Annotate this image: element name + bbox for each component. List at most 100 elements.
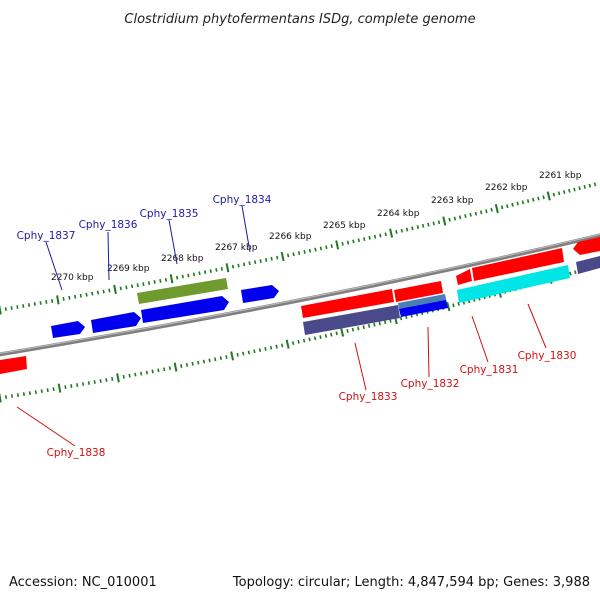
- inner-scale-minor-tick: [140, 371, 143, 376]
- outer-scale-minor-tick: [346, 240, 350, 245]
- outer-scale-minor-tick: [411, 226, 414, 231]
- gene-cphy-1830-arrow[interactable]: [457, 265, 570, 303]
- leader-cphy-1836: [107, 231, 110, 281]
- gene-cphy-1835-arrow[interactable]: [141, 296, 229, 323]
- outer-scale-minor-tick: [325, 245, 328, 250]
- inner-scale-major-tick: [446, 302, 451, 312]
- outer-scale-minor-tick: [557, 191, 561, 196]
- outer-scale-major-tick: [494, 203, 499, 214]
- gene-cphy-1829-arrow[interactable]: [576, 256, 600, 274]
- inner-scale-minor-tick: [253, 349, 256, 354]
- outer-scale-minor-tick: [432, 221, 435, 226]
- outer-scale-major-tick: [389, 228, 394, 238]
- outer-scale-minor-tick: [568, 188, 571, 193]
- outer-scale-minor-tick: [215, 268, 218, 272]
- gene-cphy-1835-overlap-arrow[interactable]: [137, 278, 228, 304]
- outer-scale-minor-tick: [276, 255, 279, 260]
- gene-cphy-1833-lower-arrow[interactable]: [303, 305, 400, 335]
- outer-scale-minor-tick: [62, 296, 65, 301]
- leader-cphy-1837: [45, 241, 63, 291]
- outer-scale-minor-tick: [552, 192, 556, 197]
- outer-scale-minor-tick: [22, 304, 25, 308]
- gene-cphy-1838-arrow[interactable]: [0, 356, 27, 374]
- scale-label-2264: 2264 kbp: [377, 209, 420, 219]
- inner-scale-minor-tick: [22, 392, 25, 397]
- outer-scale-major-tick: [169, 274, 174, 284]
- inner-scale-minor-tick: [362, 325, 365, 330]
- outer-scale-minor-tick: [521, 200, 525, 205]
- inner-scale-minor-tick: [242, 351, 245, 356]
- gene-label-cphy-1830[interactable]: Cphy_1830: [518, 350, 577, 362]
- scale-label-2269: 2269 kbp: [107, 264, 150, 274]
- outer-scale-minor-tick: [187, 273, 190, 278]
- gene-label-cphy-1835[interactable]: Cphy_1835: [140, 208, 199, 220]
- gene-cphy-1837-arrow[interactable]: [51, 321, 85, 338]
- gene-label-cphy-1838[interactable]: Cphy_1838: [47, 447, 106, 459]
- outer-scale-minor-tick: [125, 285, 128, 290]
- gene-cphy-1834-arrow[interactable]: [241, 285, 279, 303]
- outer-scale-minor-tick: [421, 223, 425, 228]
- outer-scale-minor-tick: [373, 234, 377, 239]
- forward-strand-genes: [51, 237, 600, 338]
- scale-label-2266: 2266 kbp: [269, 232, 312, 242]
- inner-scale-major-tick: [0, 393, 2, 403]
- outer-scale-minor-tick: [490, 207, 493, 212]
- outer-scale-minor-tick: [357, 238, 360, 243]
- gene-label-cphy-1833[interactable]: Cphy_1833: [339, 391, 398, 403]
- outer-scale-minor-tick: [108, 288, 111, 293]
- inner-scale-minor-tick: [163, 367, 166, 372]
- reverse-leader-lines: [16, 303, 547, 447]
- gene-cphy-1831-small-arrow[interactable]: [456, 269, 472, 285]
- gene-cphy-1830-fwd-arrow[interactable]: [573, 237, 600, 255]
- outer-scale-minor-tick: [537, 196, 540, 201]
- scale-label-2265: 2265 kbp: [323, 221, 366, 231]
- gene-label-cphy-1832[interactable]: Cphy_1832: [401, 378, 460, 390]
- gene-label-cphy-1836[interactable]: Cphy_1836: [79, 219, 138, 231]
- inner-scale-minor-tick: [168, 366, 171, 371]
- outer-scale-minor-tick: [395, 230, 398, 234]
- gene-cphy-1831-arrow[interactable]: [472, 248, 564, 281]
- inner-scale-minor-tick: [191, 361, 194, 366]
- scale-label-2261: 2261 kbp: [539, 171, 582, 181]
- outer-scale-minor-tick: [416, 225, 419, 230]
- gene-cphy-1832-blue-arrow[interactable]: [399, 300, 448, 317]
- inner-scale-minor-tick: [145, 370, 148, 375]
- outer-scale-minor-tick: [542, 195, 545, 200]
- reverse-strand-genes: [0, 248, 570, 374]
- gene-label-cphy-1837[interactable]: Cphy_1837: [17, 230, 76, 242]
- outer-scale-minor-tick: [479, 210, 483, 215]
- inner-scale-minor-tick: [399, 316, 403, 321]
- inner-scale-minor-tick: [93, 380, 96, 384]
- outer-scale-minor-tick: [45, 299, 48, 304]
- inner-scale-minor-tick: [269, 345, 273, 350]
- inner-scale-minor-tick: [134, 372, 137, 377]
- outer-scale-minor-tick: [265, 257, 268, 262]
- outer-scale-minor-tick: [4, 307, 7, 311]
- outer-scale-major-tick: [225, 263, 230, 273]
- outer-scale-minor-tick: [130, 284, 134, 289]
- gene-cphy-1832-arrow[interactable]: [394, 281, 443, 302]
- outer-scale-minor-tick: [96, 290, 100, 295]
- outer-scale-minor-tick: [405, 227, 409, 232]
- inner-scale-minor-tick: [275, 344, 278, 349]
- outer-scale-minor-tick: [259, 259, 262, 263]
- outer-scale-minor-tick: [458, 215, 462, 220]
- outer-scale-minor-tick: [400, 228, 403, 233]
- inner-scale-minor-tick: [87, 381, 90, 385]
- outer-scale-minor-tick: [588, 183, 592, 188]
- inner-scale-major-tick: [173, 362, 178, 372]
- scale-label-2268: 2268 kbp: [161, 254, 204, 264]
- inner-scale-minor-tick: [76, 383, 79, 388]
- inner-scale-minor-tick: [4, 395, 8, 399]
- inner-scale-minor-tick: [357, 326, 360, 331]
- gene-cphy-1836-arrow[interactable]: [91, 312, 141, 333]
- gene-cphy-1833-arrow[interactable]: [301, 289, 394, 318]
- outer-scale-minor-tick: [573, 187, 576, 192]
- gene-label-cphy-1831[interactable]: Cphy_1831: [460, 364, 519, 376]
- outer-scale-minor-tick: [511, 202, 514, 207]
- inner-scale-minor-tick: [180, 364, 183, 368]
- gene-label-cphy-1834[interactable]: Cphy_1834: [213, 194, 272, 206]
- inner-scale-minor-tick: [157, 368, 160, 373]
- outer-scale-minor-tick: [237, 263, 240, 268]
